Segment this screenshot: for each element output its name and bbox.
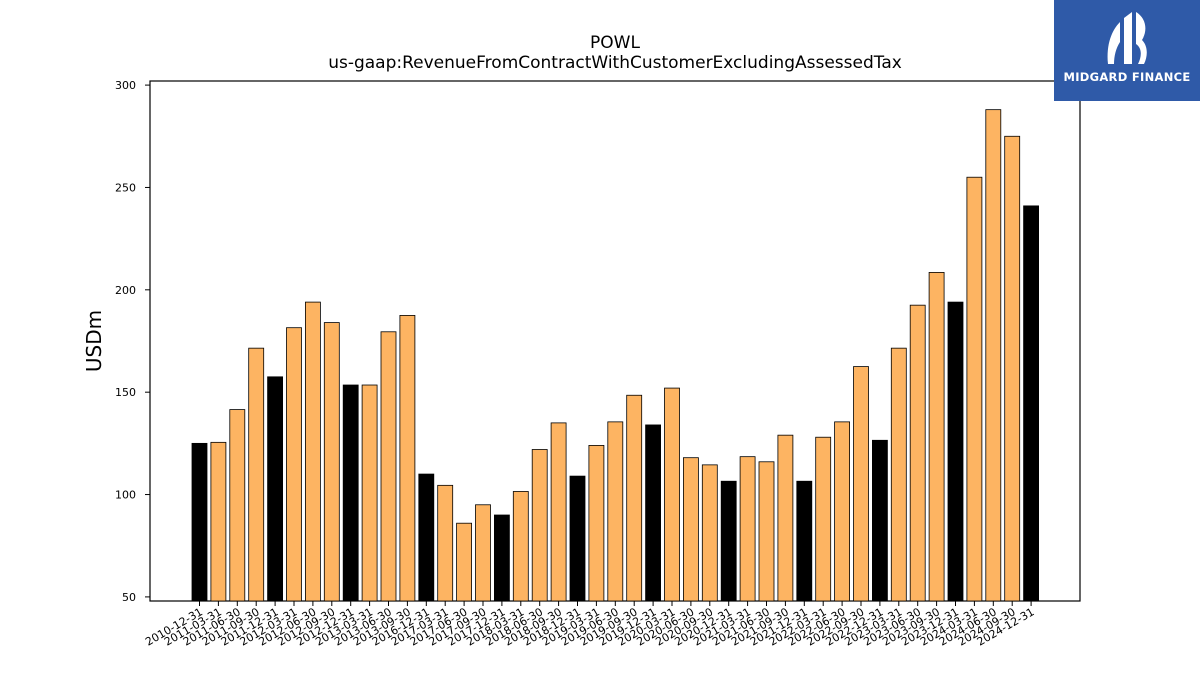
bar-2020-09-30 [701,464,718,602]
bar-2012-12-31 [342,384,359,602]
bar-2011-12-31 [267,376,284,602]
bar-2022-12-31 [872,439,888,602]
bar-2019-12-31 [645,424,661,602]
chart-title: POWL [590,33,640,53]
y-tick-label: 300 [115,79,136,92]
chart-subtitle: us-gaap:RevenueFromContractWithCustomerE… [328,53,902,73]
bar-2023-06-30 [909,304,926,602]
bar-2011-06-30 [229,409,246,602]
logo-mark-icon [1107,12,1147,64]
bar-2019-06-30 [607,421,624,602]
bar-2021-03-31 [739,456,756,602]
bar-2011-09-30 [248,347,265,602]
bar-2022-09-30 [853,366,869,602]
bar-2017-12-31 [493,514,510,602]
bar-2021-06-30 [758,461,775,602]
bar-2022-06-30 [834,421,850,602]
bar-2012-09-30 [323,322,340,602]
logo-text: MIDGARD FINANCE [1063,70,1191,84]
bar-2021-09-30 [777,434,794,602]
bar-2024-03-31 [966,176,983,602]
bar-2018-12-31 [569,475,586,602]
bar-2023-03-31 [890,347,907,602]
bar-2010-12-31 [191,442,208,602]
y-axis: 50 100 150 200 250 300 [115,79,150,604]
bar-2011-03-31 [210,441,227,602]
bar-2017-06-30 [456,522,473,602]
y-tick-label: 150 [115,386,136,399]
bar-2020-06-30 [683,457,699,602]
bar-2017-03-31 [437,484,454,602]
y-tick-label: 100 [115,489,136,502]
bar-2018-06-30 [531,449,548,602]
bar-2012-06-30 [304,301,321,602]
y-tick-label: 50 [122,591,136,604]
bar-2013-09-30 [399,315,416,602]
bar-2024-06-30 [985,109,1002,602]
bars-group [191,109,1039,602]
bar-2023-09-30 [928,272,945,602]
bar-2012-03-31 [286,327,302,602]
bar-2020-03-31 [664,387,680,602]
bar-2023-12-31 [947,301,964,602]
bar-2024-12-31 [1023,205,1039,602]
bar-2024-09-30 [1004,135,1021,602]
bar-2019-03-31 [588,445,605,602]
y-axis-label: USDm [82,310,106,372]
bar-2017-09-30 [475,504,491,602]
bar-2013-03-31 [361,384,378,602]
bar-2021-12-31 [796,480,813,602]
bar-2022-03-31 [815,436,832,602]
bar-2013-06-30 [380,331,397,602]
y-tick-label: 200 [115,284,136,297]
bar-2019-09-30 [626,394,643,602]
bar-2018-09-30 [550,422,567,602]
midgard-finance-logo: MIDGARD FINANCE [1054,0,1200,101]
bar-2018-03-31 [512,491,529,602]
x-axis: 2010-12-312011-03-312011-06-302011-09-30… [143,601,1037,649]
bar-2020-12-31 [720,480,737,602]
y-tick-label: 250 [115,181,136,194]
bar-2016-12-31 [418,473,435,602]
